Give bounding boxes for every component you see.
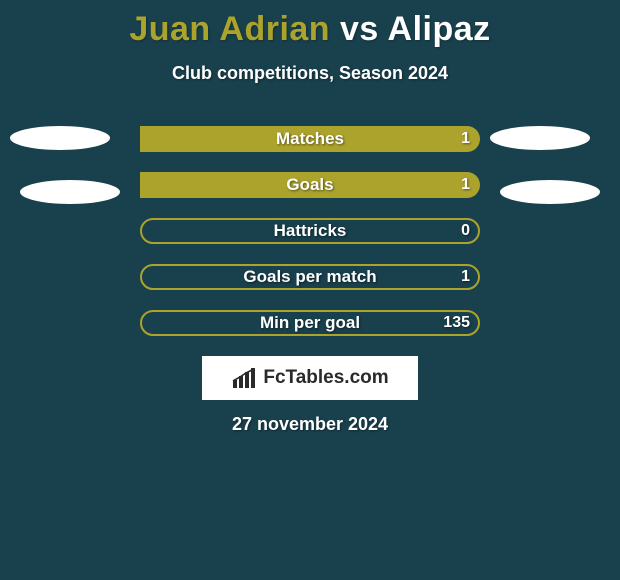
- value-right: 1: [461, 264, 470, 290]
- bar-fill-right: [140, 172, 480, 198]
- metric-row: 1 Goals per match: [0, 264, 620, 290]
- bar-track: [140, 172, 480, 198]
- bar-track: [140, 264, 480, 290]
- comparison-chart: 1 Matches 1 Goals 0 Hattricks: [0, 126, 620, 336]
- bar-track: [140, 126, 480, 152]
- subtitle: Club competitions, Season 2024: [0, 63, 620, 84]
- decorative-ellipse: [500, 180, 600, 204]
- bar-border: [140, 218, 480, 244]
- value-right: 0: [461, 218, 470, 244]
- bar-border: [140, 310, 480, 336]
- value-right: 1: [461, 172, 470, 198]
- logo-box: FcTables.com: [202, 356, 418, 400]
- value-right: 135: [443, 310, 470, 336]
- value-right: 1: [461, 126, 470, 152]
- logo-text: FcTables.com: [263, 367, 388, 389]
- bar-track: [140, 218, 480, 244]
- bar-fill-right: [140, 126, 480, 152]
- bar-border: [140, 264, 480, 290]
- date-line: 27 november 2024: [0, 414, 620, 435]
- decorative-ellipse: [490, 126, 590, 150]
- bar-track: [140, 310, 480, 336]
- bar-chart-icon: [231, 366, 259, 390]
- decorative-ellipse: [20, 180, 120, 204]
- title-player1: Juan Adrian: [129, 10, 330, 48]
- comparison-infographic: Juan Adrian vs Alipaz Club competitions,…: [0, 0, 620, 580]
- page-title: Juan Adrian vs Alipaz: [0, 0, 620, 49]
- title-vs: vs: [330, 10, 387, 48]
- metric-row: 135 Min per goal: [0, 310, 620, 336]
- title-player2: Alipaz: [388, 10, 491, 48]
- metric-row: 0 Hattricks: [0, 218, 620, 244]
- decorative-ellipse: [10, 126, 110, 150]
